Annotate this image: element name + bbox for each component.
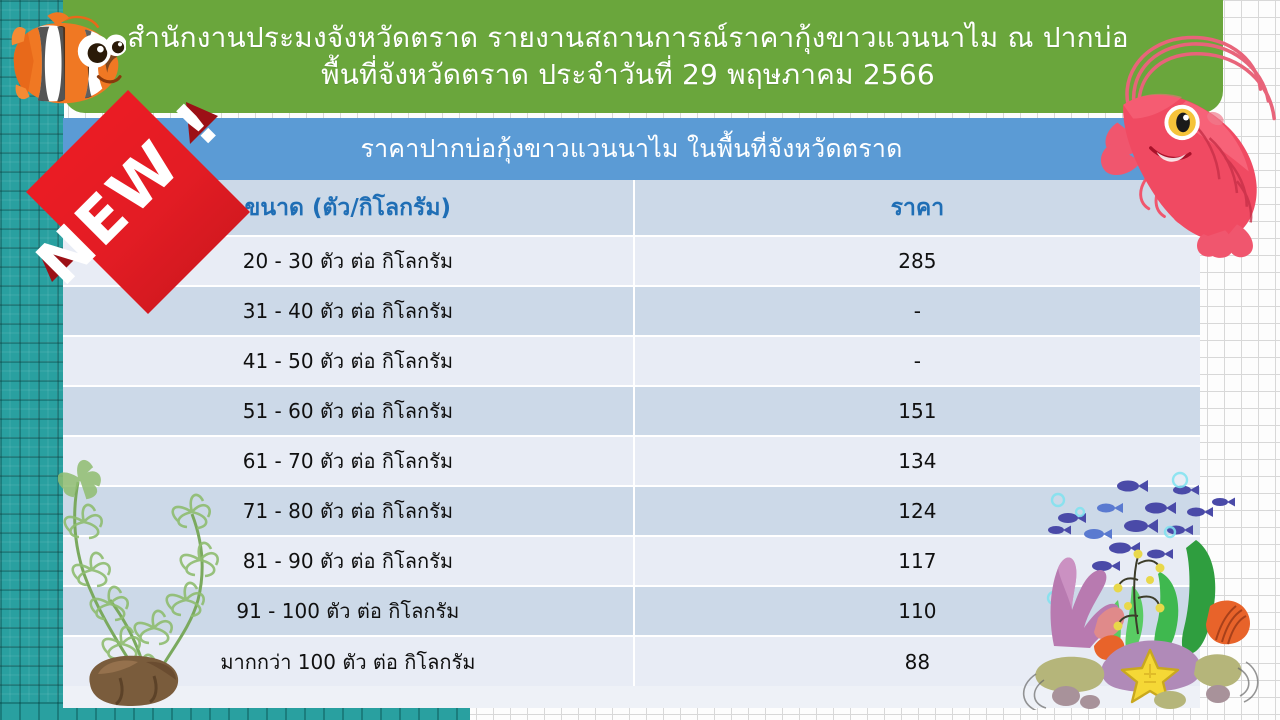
table-row: 91 - 100 ตัว ต่อ กิโลกรัม 110 [63,586,1200,637]
table-row: 71 - 80 ตัว ต่อ กิโลกรัม 124 [63,486,1200,537]
cell-price: - [632,286,1200,337]
cell-size: มากกว่า 100 ตัว ต่อ กิโลกรัม [63,636,635,686]
cell-price: 124 [632,486,1200,537]
header-panel: สำนักงานประมงจังหวัดตราด รายงานสถานการณ์… [63,0,1223,113]
cell-size: 61 - 70 ตัว ต่อ กิโลกรัม [63,436,635,487]
table-row: 61 - 70 ตัว ต่อ กิโลกรัม 134 [63,436,1200,487]
table-row: มากกว่า 100 ตัว ต่อ กิโลกรัม 88 [63,636,1200,686]
page-title-line2: พื้นที่จังหวัดตราด ประจำวันที่ 29 พฤษภาค… [321,57,935,91]
table-row: 31 - 40 ตัว ต่อ กิโลกรัม - [63,286,1200,337]
cell-size: 51 - 60 ตัว ต่อ กิโลกรัม [63,386,635,437]
column-header-price: ราคา [632,180,1200,237]
cell-size: 41 - 50 ตัว ต่อ กิโลกรัม [63,336,635,387]
cell-price: 117 [632,536,1200,587]
page-title: สำนักงานประมงจังหวัดตราด รายงานสถานการณ์… [67,20,1219,94]
ribbon-body [26,90,250,314]
table-row: 41 - 50 ตัว ต่อ กิโลกรัม - [63,336,1200,387]
cell-size: 71 - 80 ตัว ต่อ กิโลกรัม [63,486,635,537]
cell-size: 81 - 90 ตัว ต่อ กิโลกรัม [63,536,635,587]
cell-price: - [632,336,1200,387]
background-teal-grid [0,0,64,720]
cell-price: 285 [632,236,1200,287]
cell-price: 110 [632,586,1200,637]
table-title: ราคาปากบ่อกุ้งขาวแวนนาไม ในพื้นที่จังหวั… [63,118,1200,180]
ribbon-fold-top [186,102,218,144]
ribbon-fold-bottom [38,250,80,282]
cell-price: 151 [632,386,1200,437]
cell-price: 134 [632,436,1200,487]
table-row: 81 - 90 ตัว ต่อ กิโลกรัม 117 [63,536,1200,587]
new-ribbon-banner: NEW ! [22,86,250,314]
page-title-line1: สำนักงานประมงจังหวัดตราด รายงานสถานการณ์… [127,20,1129,54]
cell-price: 88 [632,636,1200,686]
table-row: 51 - 60 ตัว ต่อ กิโลกรัม 151 [63,386,1200,437]
cell-size: 91 - 100 ตัว ต่อ กิโลกรัม [63,586,635,637]
